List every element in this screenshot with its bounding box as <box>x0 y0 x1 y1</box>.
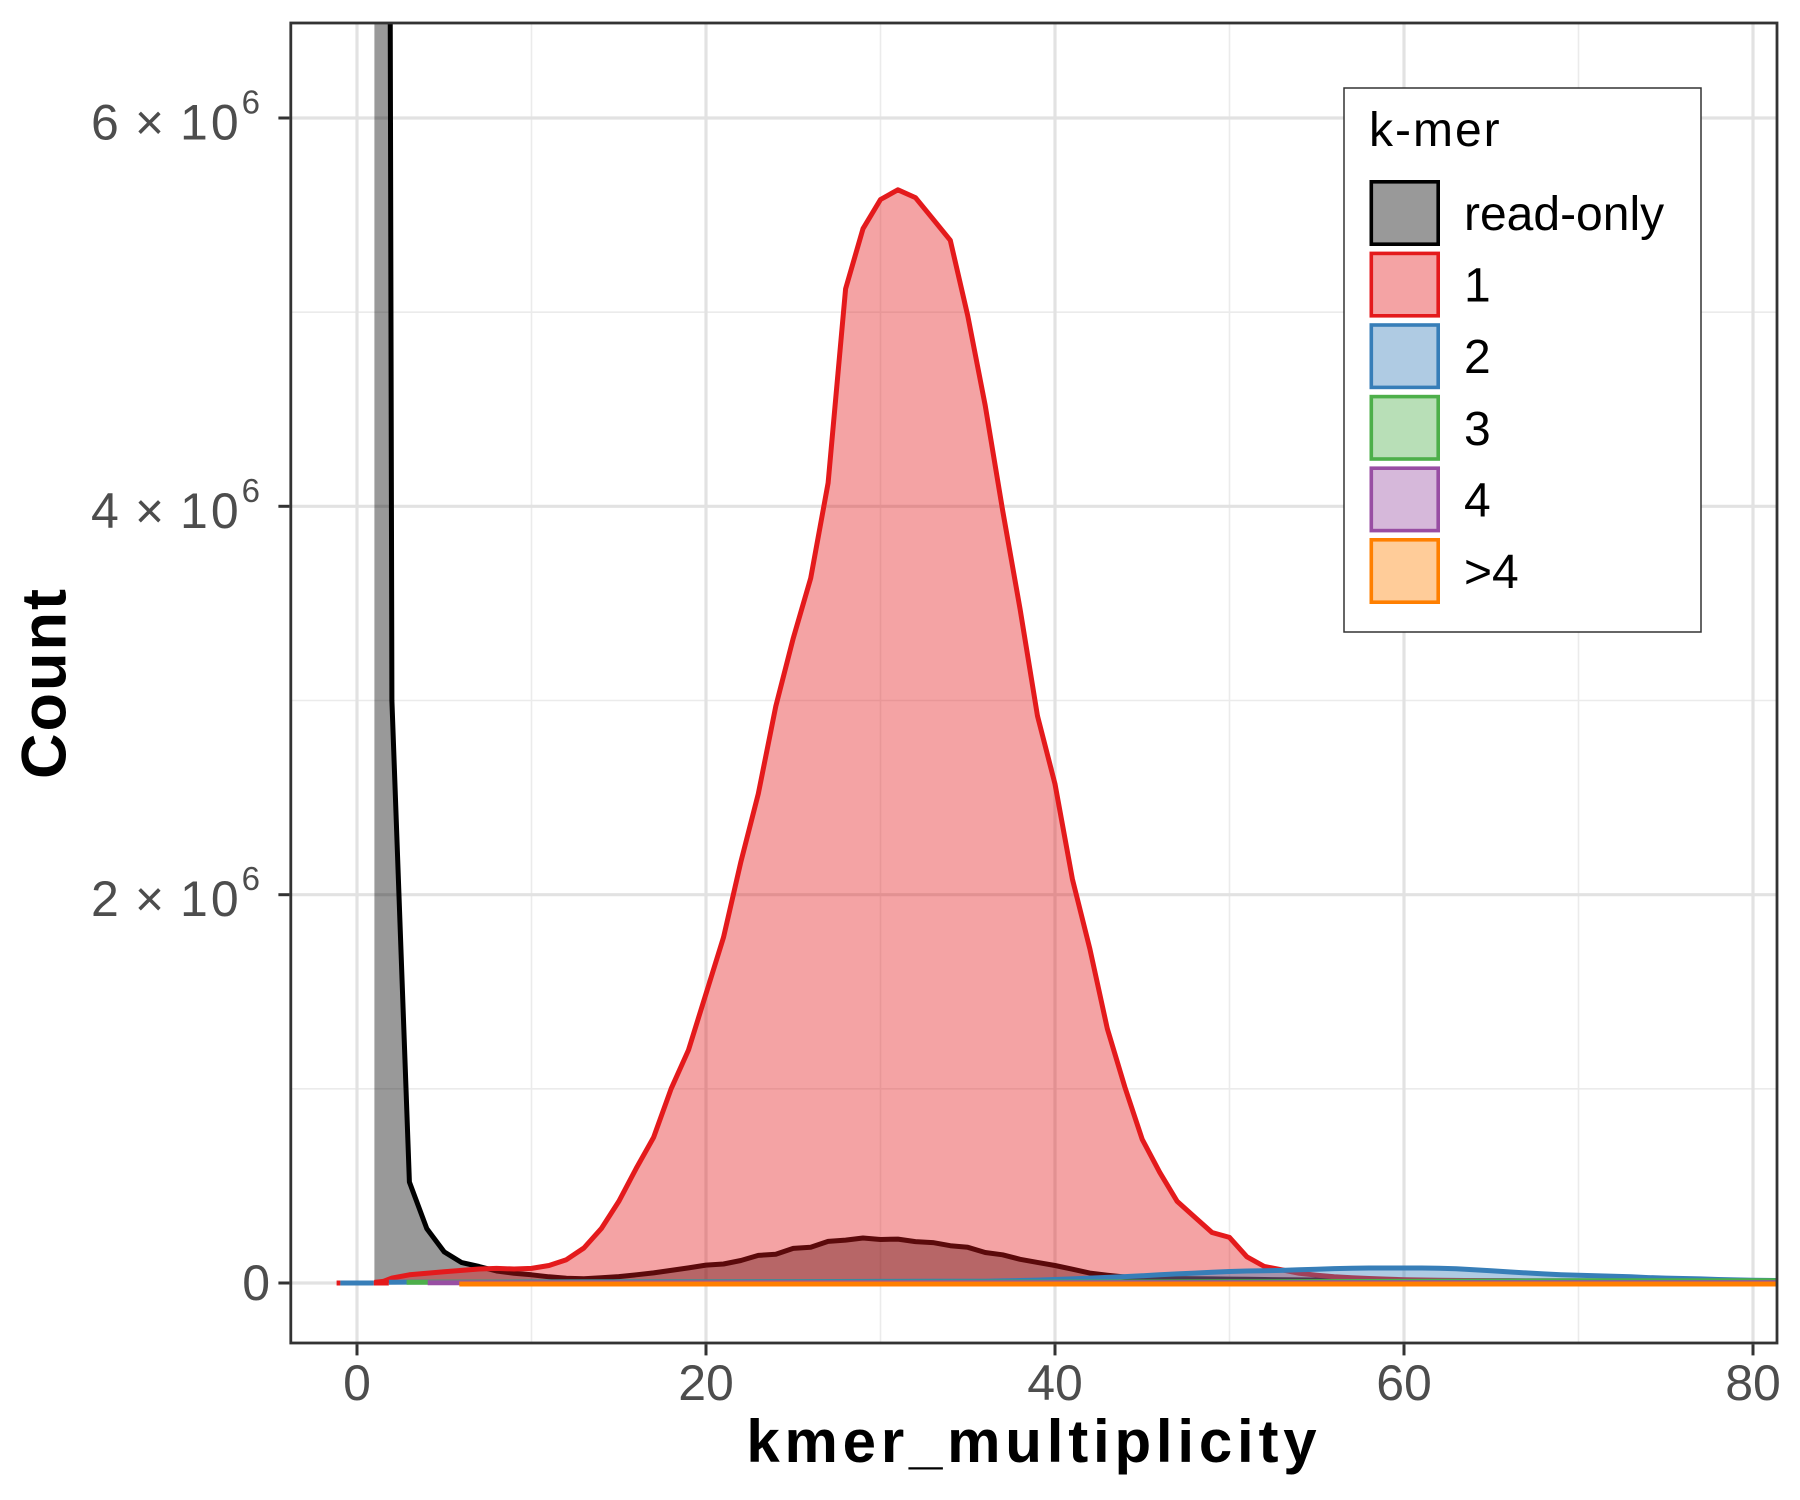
svg-text:0: 0 <box>343 1355 371 1411</box>
svg-text:Count: Count <box>10 587 80 779</box>
svg-text:read-only: read-only <box>1464 188 1664 241</box>
svg-text:4 × 106: 4 × 106 <box>91 472 260 539</box>
svg-text:40: 40 <box>1027 1355 1083 1411</box>
svg-text:6 × 106: 6 × 106 <box>91 84 260 151</box>
svg-text:1: 1 <box>1464 260 1491 313</box>
svg-text:2: 2 <box>1464 331 1491 384</box>
svg-text:20: 20 <box>678 1355 734 1411</box>
svg-text:80: 80 <box>1725 1355 1781 1411</box>
svg-text:2 × 106: 2 × 106 <box>91 860 260 927</box>
svg-text:0: 0 <box>242 1255 270 1311</box>
svg-text:4: 4 <box>1464 474 1491 527</box>
svg-text:60: 60 <box>1376 1355 1432 1411</box>
svg-text:k-mer: k-mer <box>1369 104 1502 157</box>
svg-text:kmer_multiplicity: kmer_multiplicity <box>746 1408 1321 1475</box>
svg-text:3: 3 <box>1464 403 1491 456</box>
svg-text:>4: >4 <box>1464 546 1519 599</box>
